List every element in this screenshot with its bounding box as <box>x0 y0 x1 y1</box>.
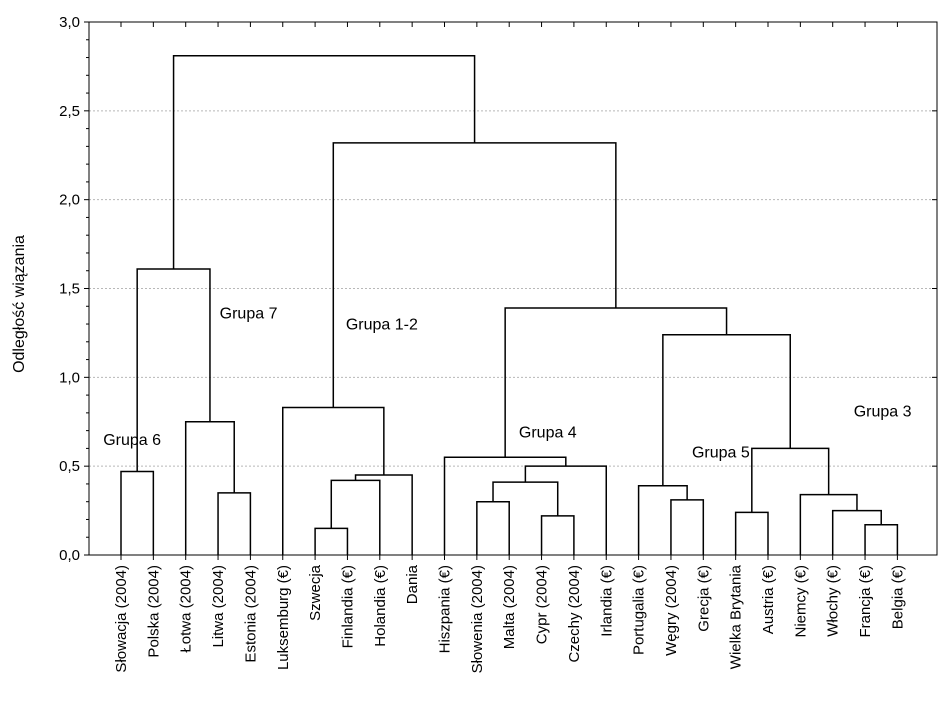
dendrogram-link-m2 <box>184 421 235 555</box>
leaf-label: Cypr (2004) <box>534 565 551 644</box>
dendrogram-link-m12 <box>443 456 567 555</box>
leaf-label: Włochy (€) <box>825 565 842 637</box>
group-label: Grupa 3 <box>854 403 912 420</box>
dendrogram-link-m16 <box>864 524 899 555</box>
y-tick-label: 1,0 <box>59 369 80 386</box>
group-label: Grupa 1-2 <box>346 316 418 333</box>
leaf-label: Finlandia (€) <box>339 565 356 648</box>
group-label: Grupa 4 <box>519 425 577 442</box>
x-axis: Słowacja (2004) Polska (2004) Łotwa (2004)… <box>113 22 906 673</box>
group-label: Grupa 5 <box>692 444 750 461</box>
leaf-label: Litwa (2004) <box>210 565 227 648</box>
dendrogram-link-m19 <box>751 447 830 513</box>
leaf-label: Luksemburg (€) <box>275 565 292 670</box>
dendrogram-link-m9 <box>476 500 510 555</box>
leaf-label: Francja (€) <box>857 565 874 638</box>
leaf-label: Portugalia (€) <box>631 565 648 655</box>
leaf-label: Niemcy (€) <box>792 565 809 638</box>
y-tick-label: 2,0 <box>59 192 80 209</box>
leaf-label: Wielka Brytania <box>728 564 745 669</box>
dendrogram-link-m8 <box>540 515 575 555</box>
dendrogram-link-m0 <box>120 470 155 555</box>
leaf-label: Węgry (2004) <box>663 565 680 656</box>
y-tick-label: 3,0 <box>59 14 80 31</box>
y-tick-label: 0,0 <box>59 547 80 564</box>
leaf-label: Czechy (2004) <box>566 565 583 663</box>
y-tick-label: 0,5 <box>59 458 80 475</box>
y-tick-label: 1,5 <box>59 281 80 298</box>
leaf-label: Estonia (2004) <box>242 565 259 663</box>
leaf-label: Polska (2004) <box>145 565 162 658</box>
dendrogram-link-m18 <box>799 493 858 555</box>
dendrogram-link-m14 <box>637 484 688 555</box>
leaf-label: Słowenia (2004) <box>469 565 486 673</box>
group-label: Grupa 6 <box>103 432 161 449</box>
leaf-label: Malta (2004) <box>501 565 518 649</box>
dendrogram-link-m6 <box>354 474 413 555</box>
group-label: Grupa 7 <box>220 306 278 323</box>
leaf-label: Irlandia (€) <box>598 565 615 637</box>
dendrogram-link-m5 <box>330 479 381 555</box>
dendrogram-links <box>120 55 899 555</box>
group-annotations: Grupa 6 Grupa 7 Grupa 1-2 Grupa 4 Grupa 5 Gru… <box>103 306 911 462</box>
dendrogram-link-m11 <box>524 465 607 555</box>
dendrogram-link-m13 <box>670 499 705 555</box>
dendrogram-link-m22 <box>332 142 617 408</box>
leaf-label: Belgia (€) <box>889 565 906 629</box>
dendrogram-link-m3 <box>136 268 211 472</box>
dendrogram-link-m1 <box>217 492 252 555</box>
dendrogram-link-m20 <box>662 333 791 486</box>
dendrogram-link-m7 <box>282 406 385 555</box>
leaf-label: Łotwa (2004) <box>178 565 195 653</box>
leaf-label: Grecja (€) <box>695 565 712 632</box>
leaf-label: Słowacja (2004) <box>113 565 130 673</box>
y-tick-label: 2,5 <box>59 103 80 120</box>
y-axis-title: Odległość wiązania <box>11 235 28 373</box>
y-axis: 0,0 0,5 1,0 1,5 2,0 2,5 3,0 <box>59 14 937 564</box>
dendrogram-link-m10 <box>492 481 559 516</box>
dendrogram-link-m17 <box>831 509 882 555</box>
dendrogram-link-m4 <box>314 527 349 555</box>
grid-lines <box>89 110 937 467</box>
leaf-label: Dania <box>404 564 421 604</box>
leaf-label: Hiszpania (€) <box>437 565 454 653</box>
leaf-label: Szwecja <box>307 564 324 621</box>
leaf-label: Austria (€) <box>760 565 777 634</box>
dendrogram-link-m23 <box>172 55 476 269</box>
dendrogram-link-m15 <box>734 511 769 555</box>
leaf-label: Holandia (€) <box>372 565 389 647</box>
